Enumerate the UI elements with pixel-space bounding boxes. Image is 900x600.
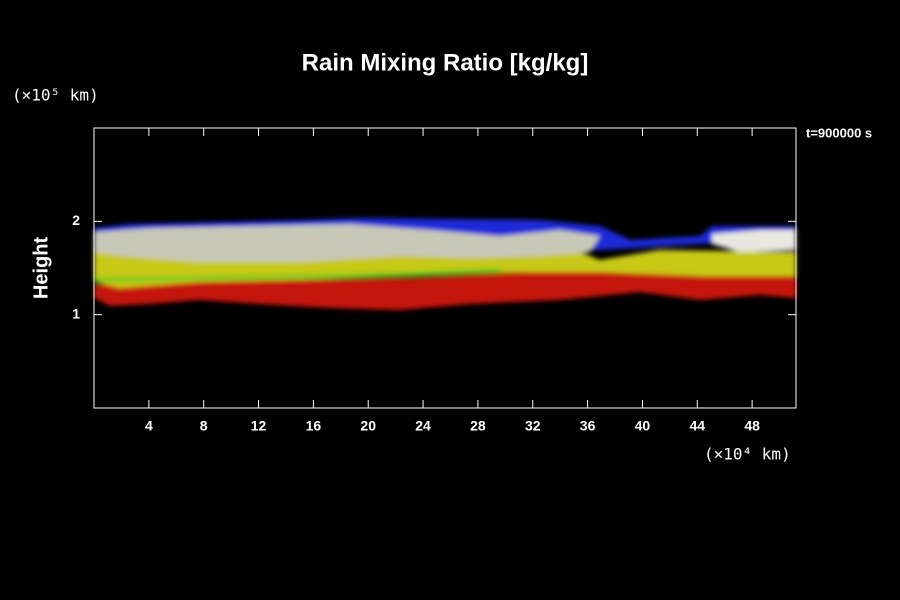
x-tick-label: 48 (744, 418, 760, 434)
x-tick-label: 44 (689, 418, 705, 434)
x-tick-label: 20 (360, 418, 376, 434)
chart-title: Rain Mixing Ratio [kg/kg] (302, 49, 589, 76)
y-tick-label: 2 (72, 212, 80, 228)
x-tick-label: 16 (306, 418, 322, 434)
x-tick-label: 8 (200, 418, 208, 434)
plot-frame (93, 127, 797, 409)
field-white-right (712, 230, 796, 252)
x-tick-label: 4 (145, 418, 153, 434)
field-green (93, 268, 501, 282)
y-tick-label: 1 (72, 305, 80, 321)
x-tick-label: 40 (635, 418, 651, 434)
y-unit: (×10⁵ km) (12, 86, 99, 105)
x-tick-label: 32 (525, 418, 541, 434)
x-tick-label: 24 (415, 418, 431, 434)
field-red (94, 266, 796, 310)
y-axis-label: Height (30, 237, 52, 300)
time-annotation: t=900000 s (806, 125, 872, 140)
x-tick-label: 12 (251, 418, 267, 434)
x-unit: (×10⁴ km) (704, 445, 791, 464)
field-white (94, 224, 600, 262)
x-tick-label: 28 (470, 418, 486, 434)
x-tick-label: 36 (580, 418, 596, 434)
rain-field (93, 218, 796, 310)
